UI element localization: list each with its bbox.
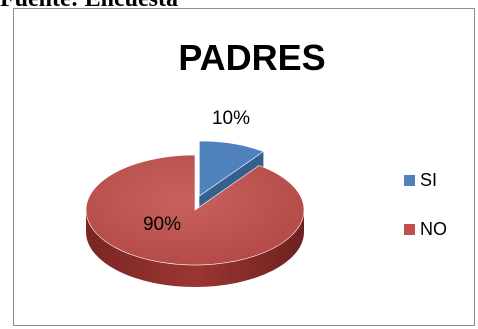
legend-label-si: SI xyxy=(420,170,437,190)
legend-swatch-no xyxy=(404,224,415,235)
chart-title: PADRES xyxy=(178,37,325,78)
data-label-no: 90% xyxy=(143,214,181,235)
pie-top-si xyxy=(199,140,265,197)
pie-top-no xyxy=(85,154,305,266)
legend-label-no: NO xyxy=(420,219,447,239)
data-label-si: 10% xyxy=(212,108,250,129)
legend-item-no: NO xyxy=(404,219,447,239)
pie-slice-no xyxy=(85,154,305,287)
pie-side-no xyxy=(86,210,304,287)
legend-item-si: SI xyxy=(404,170,437,190)
legend-swatch-si xyxy=(404,175,415,186)
